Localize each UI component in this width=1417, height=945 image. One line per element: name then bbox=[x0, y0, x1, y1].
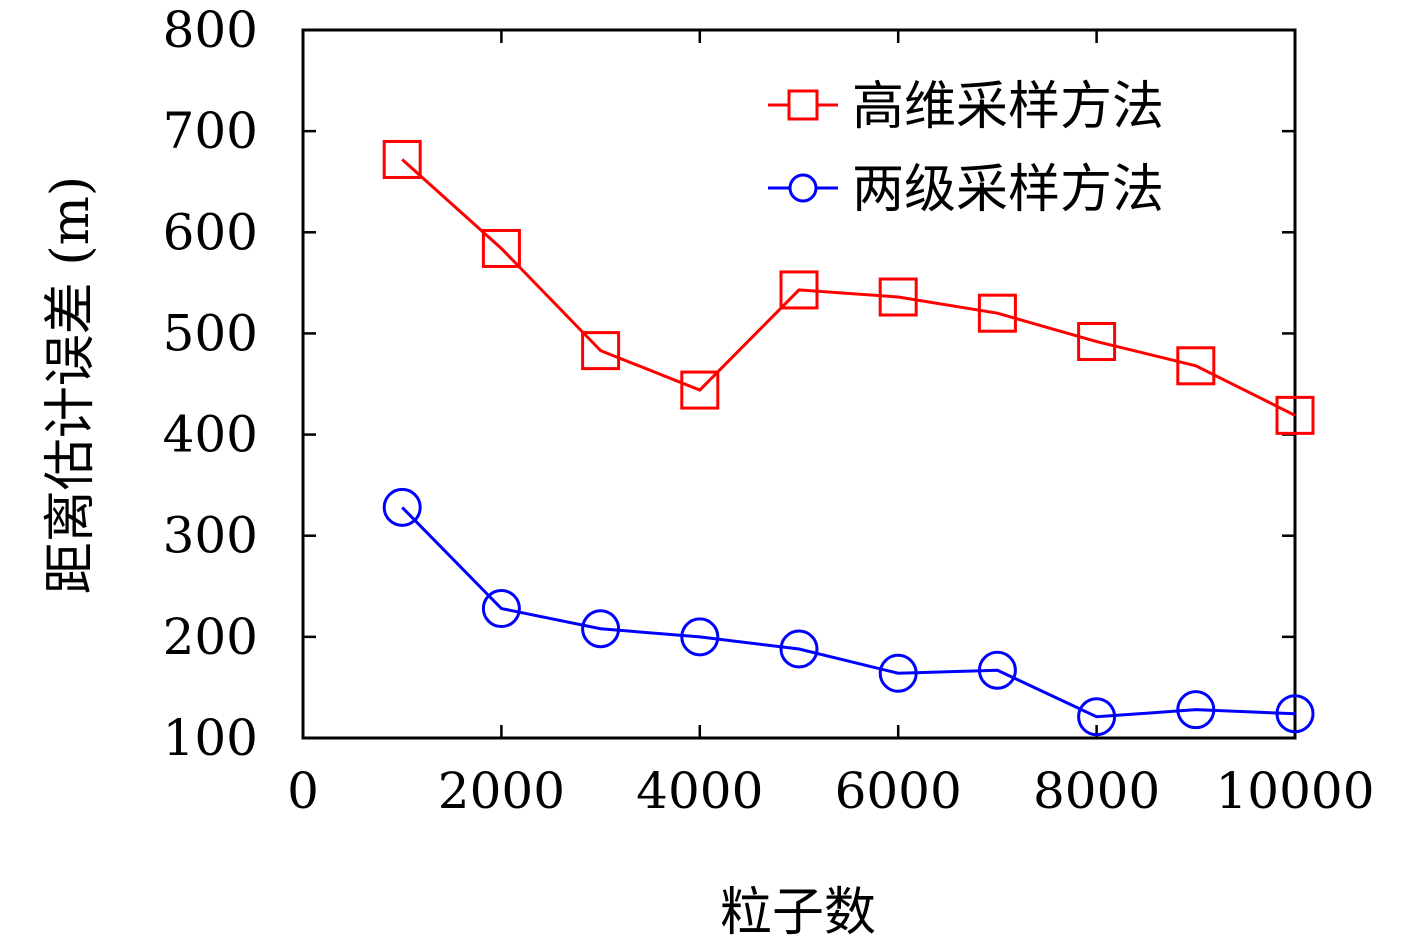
series-0-point-6 bbox=[977, 293, 1017, 333]
series-1-point-9 bbox=[1275, 694, 1315, 734]
plot-frame bbox=[301, 28, 1297, 740]
x-tick-label-2: 4000 bbox=[636, 762, 763, 820]
legend-marker-0 bbox=[787, 89, 819, 121]
y-tick-label-5: 600 bbox=[163, 203, 258, 261]
y-tick-label-0: 100 bbox=[163, 709, 258, 767]
series-0-point-2 bbox=[581, 331, 621, 371]
series-1-point-4 bbox=[779, 629, 819, 669]
series-1-point-0 bbox=[382, 487, 422, 527]
series-1 bbox=[382, 487, 1315, 737]
series-0-point-9 bbox=[1275, 395, 1315, 435]
series-1-point-7 bbox=[1077, 697, 1117, 737]
x-tick-label-5: 10000 bbox=[1215, 762, 1374, 820]
series-layer bbox=[382, 139, 1315, 737]
series-line-0 bbox=[401, 158, 1296, 417]
x-tick-label-1: 2000 bbox=[438, 762, 565, 820]
axes: 0 2000 4000 6000 8000 10000 100 200 300 400 500 600… bbox=[163, 1, 1375, 820]
y-tick-label-1: 200 bbox=[163, 608, 258, 666]
y-axis-title: 距离估计误差 (m) bbox=[41, 176, 101, 594]
series-1-point-8 bbox=[1176, 690, 1216, 730]
series-1-point-1 bbox=[481, 589, 521, 629]
series-line-1 bbox=[401, 506, 1296, 719]
series-0-point-0 bbox=[382, 139, 422, 179]
x-tick-label-0: 0 bbox=[287, 762, 319, 820]
series-0-point-1 bbox=[481, 228, 521, 268]
legend-label-1: 两级采样方法 bbox=[852, 160, 1164, 220]
y-tick-label-4: 500 bbox=[163, 304, 258, 362]
legend-marker-1 bbox=[788, 173, 818, 203]
series-1-point-5 bbox=[878, 653, 918, 693]
series-0-point-7 bbox=[1077, 322, 1117, 362]
series-1-point-3 bbox=[680, 617, 720, 657]
legend-label-0: 高维采样方法 bbox=[852, 77, 1164, 137]
x-tick-label-4: 8000 bbox=[1033, 762, 1160, 820]
series-0-point-5 bbox=[878, 277, 918, 317]
series-1-point-6 bbox=[977, 650, 1017, 690]
y-tick-label-3: 400 bbox=[163, 406, 258, 464]
x-axis-title: 粒子数 bbox=[720, 883, 876, 943]
x-tick-label-3: 6000 bbox=[835, 762, 962, 820]
series-0-point-3 bbox=[680, 370, 720, 410]
series-0 bbox=[382, 139, 1315, 435]
y-tick-label-6: 700 bbox=[163, 102, 258, 160]
y-tick-label-7: 800 bbox=[163, 1, 258, 59]
series-0-point-4 bbox=[779, 270, 819, 310]
series-0-point-8 bbox=[1176, 346, 1216, 386]
series-1-point-2 bbox=[581, 609, 621, 649]
y-tick-label-2: 300 bbox=[163, 507, 258, 565]
